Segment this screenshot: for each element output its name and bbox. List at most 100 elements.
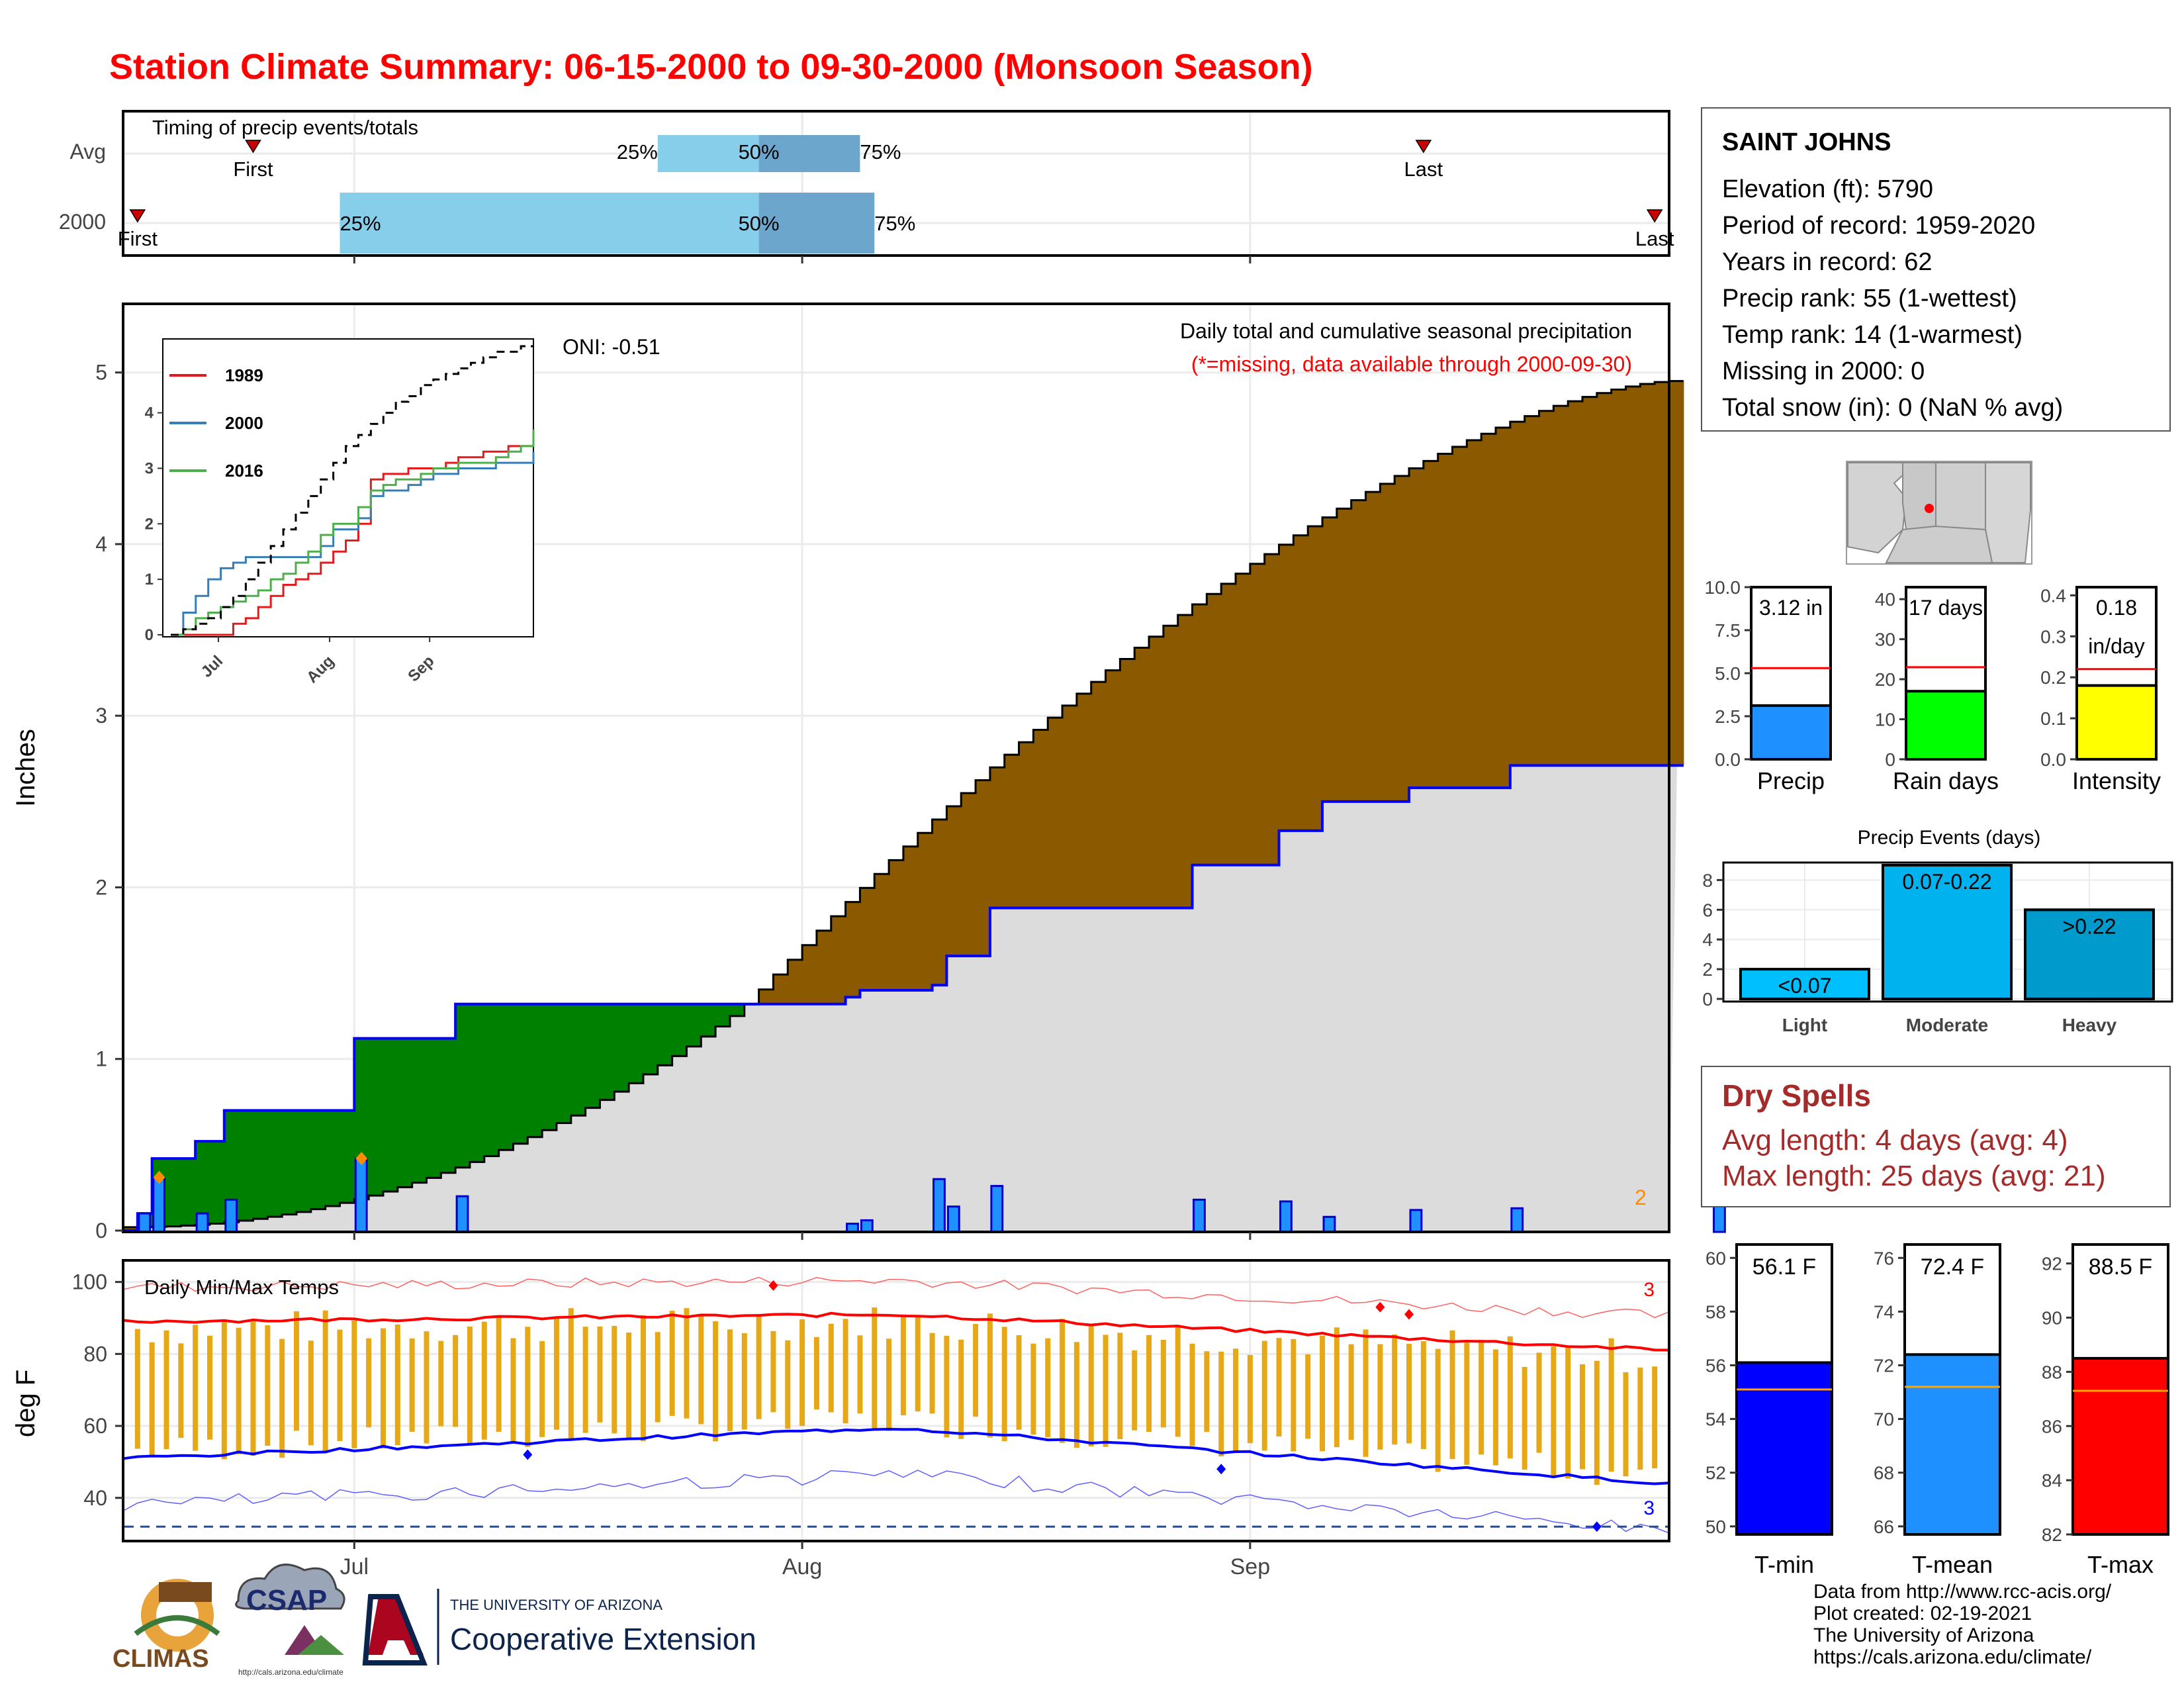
- inset-series-avg: [171, 345, 533, 636]
- daily-temp-bar: [193, 1325, 199, 1451]
- deficit-area: [1134, 647, 1150, 908]
- temp-summary-ytick-label: 56: [1706, 1356, 1726, 1376]
- deficit-area: [831, 916, 846, 1004]
- daily-temp-bar: [1016, 1335, 1022, 1430]
- daily-temp-bar: [481, 1321, 487, 1440]
- dry-spells-avg: Avg length: 4 days (avg: 4): [1722, 1124, 2068, 1156]
- temp-ytick-label: 60: [83, 1414, 107, 1438]
- daily-precip-bar: [152, 1176, 165, 1233]
- daily-temp-bar: [770, 1331, 776, 1413]
- daily-temp-bar: [1045, 1338, 1051, 1438]
- daily-temp-bar: [1652, 1366, 1658, 1469]
- deficit-area: [1539, 410, 1554, 766]
- surplus-area: [643, 1004, 659, 1075]
- temp-summary-bar-t-max: [2071, 1356, 2169, 1536]
- summary-ytick-label: 10.0: [1705, 577, 1741, 598]
- first-event-label: First: [118, 227, 158, 250]
- deficit-area: [1192, 604, 1207, 865]
- surplus-area: [672, 1004, 688, 1056]
- credit-plot-created: Plot created: 02-19-2021: [1813, 1603, 2032, 1624]
- precip-events-panel: Precip Events (days) <0.07 Light 0.07-0.22…: [1702, 827, 2173, 1035]
- deficit-area: [1380, 483, 1395, 802]
- first-event-label: First: [233, 158, 273, 181]
- temp-summary-ytick-label: 58: [1706, 1301, 1726, 1322]
- record-low-marker: [1592, 1521, 1602, 1532]
- daily-precip-bar: [455, 1195, 469, 1233]
- record-max-line: [122, 1276, 1670, 1319]
- daily-temp-bar: [1218, 1351, 1224, 1457]
- temp-summary-ytick-label: 86: [2042, 1416, 2062, 1436]
- daily-temp-bar: [1406, 1344, 1412, 1444]
- station-period: Period of record: 1959-2020: [1722, 212, 2036, 240]
- precip-ylabel: Inches: [11, 729, 40, 807]
- record-high-marker: [768, 1280, 778, 1291]
- surplus-area: [166, 1158, 181, 1227]
- deficit-area: [1640, 384, 1655, 766]
- events-bar-light: [1739, 968, 1870, 1000]
- surplus-area: [513, 1004, 528, 1144]
- daily-temp-bar: [1637, 1367, 1643, 1470]
- timing-bar-50-75: [758, 135, 860, 172]
- deficit-area: [1221, 583, 1236, 865]
- deficit-area: [802, 945, 817, 1004]
- deficit-area: [1467, 440, 1482, 788]
- surplus-area: [282, 1110, 297, 1215]
- station-years: Years in record: 62: [1722, 248, 1933, 276]
- deficit-area: [1669, 381, 1684, 766]
- deficit-area: [1655, 382, 1670, 766]
- station-snow: Total snow (in): 0 (NaN % avg): [1722, 394, 2064, 422]
- daily-temp-bar: [1608, 1338, 1614, 1472]
- summary-ytick-label: 0.0: [1715, 749, 1741, 770]
- credit-url: https://cals.arizona.edu/climate/: [1813, 1646, 2092, 1668]
- summary-ytick-label: 0.3: [2040, 626, 2066, 647]
- daily-temp-bar: [236, 1327, 242, 1454]
- timing-panel: 25% 50% 75% First Last 25% 50% 75% First Last Tim…: [59, 110, 1674, 263]
- summary-bar-intensity: [2075, 684, 2158, 761]
- timing-label-25: 25%: [340, 212, 381, 235]
- ua-logo: THE UNIVERSITY OF ARIZONA Cooperative Ex…: [362, 1589, 756, 1665]
- surplus-area: [224, 1110, 240, 1223]
- daily-temp-bar: [1392, 1334, 1398, 1445]
- credit-university: The University of Arizona: [1813, 1624, 2034, 1646]
- surplus-area: [369, 1038, 384, 1196]
- deficit-area: [1149, 636, 1164, 908]
- surplus-area: [383, 1038, 398, 1192]
- tmax-record-count: 3: [1643, 1279, 1655, 1301]
- credit-data-source: Data from http://www.rcc-acis.org/: [1813, 1581, 2112, 1603]
- daily-temp-bar: [1334, 1327, 1340, 1448]
- deficit-area: [889, 860, 904, 991]
- daily-temp-bar: [597, 1326, 603, 1423]
- station-precip-rank: Precip rank: 55 (1-wettest): [1722, 285, 2017, 312]
- timing-title: Timing of precip events/totals: [152, 116, 418, 139]
- surplus-area: [181, 1158, 196, 1226]
- daily-precip-bar: [354, 1157, 368, 1233]
- deficit-area: [1481, 434, 1496, 788]
- precip-ytick-label: 4: [95, 532, 107, 556]
- surplus-area: [397, 1038, 413, 1188]
- temp-summary-ytick-label: 84: [2042, 1470, 2062, 1491]
- station-location-marker: [1925, 504, 1934, 513]
- surplus-area: [556, 1004, 572, 1123]
- deficit-area: [1279, 544, 1294, 831]
- temp-summary-ytick-label: 92: [2042, 1254, 2062, 1274]
- deficit-area: [1105, 670, 1120, 908]
- deficit-area: [1452, 447, 1467, 788]
- daily-temp-bar: [799, 1319, 805, 1427]
- deficit-area: [1062, 705, 1077, 908]
- temp-summary-ytick-label: 66: [1874, 1517, 1894, 1537]
- first-event-marker: [245, 140, 261, 154]
- deficit-area: [1048, 718, 1063, 908]
- timing-bar-25-50: [657, 135, 759, 172]
- daily-temp-bar: [987, 1313, 993, 1438]
- station-temp-rank: Temp rank: 14 (1-warmest): [1722, 321, 2023, 349]
- daily-temp-bar: [134, 1329, 140, 1449]
- daily-temp-bar: [1551, 1346, 1557, 1478]
- daily-temp-bar: [250, 1321, 256, 1456]
- daily-precip-bar: [1193, 1198, 1206, 1233]
- daily-temp-bar: [265, 1325, 271, 1446]
- temp-ytick-label: 40: [83, 1486, 107, 1510]
- temp-summary-label: T-max: [2087, 1551, 2154, 1578]
- daily-temp-bar: [1073, 1342, 1079, 1448]
- daily-temp-bar: [1160, 1340, 1166, 1428]
- last-event-label: Last: [1404, 158, 1443, 181]
